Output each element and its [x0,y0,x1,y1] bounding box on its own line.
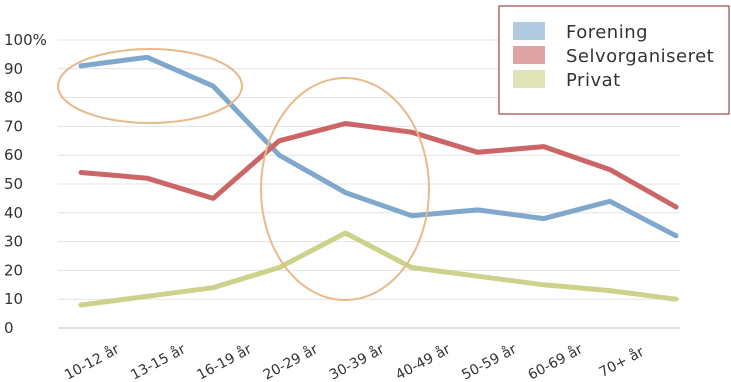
x-tick-label: 10-12 år [62,340,123,382]
x-axis-ticks: 10-12 år 13-15 år 16-19 år 20-29 år 30-39 år… [62,340,647,382]
y-tick-label: 10 [4,290,23,308]
x-tick-label: 20-29 år [260,340,321,382]
series-line-privat [78,230,679,308]
annotation-ellipses [57,48,430,301]
series-line-forening [78,54,679,239]
legend-swatch-selvorganiseret [513,46,545,64]
series-lines [78,54,679,308]
x-tick-label: 30-39 år [326,340,387,382]
y-axis-ticks: 0 10 20 30 40 50 60 70 80 90 100% [4,31,47,337]
annotation-ellipse-20-29 [260,77,430,301]
y-tick-label: 20 [4,261,23,279]
x-tick-label: 40-49 år [393,340,454,382]
y-tick-label: 40 [4,204,23,222]
y-tick-label: 70 [4,117,23,135]
legend-label-selvorganiseret: Selvorganiseret [566,46,714,67]
annotation-ellipse-youth [57,48,243,124]
series-line-selvorganiseret [78,121,679,210]
x-tick-label: 50-59 år [459,340,520,382]
legend-label-forening: Forening [566,22,648,43]
y-tick-label: 60 [4,146,23,164]
y-tick-label: 50 [4,175,23,193]
y-tick-label: 30 [4,233,23,251]
legend-swatch-forening [513,22,545,40]
legend: Forening Selvorganiseret Privat [498,5,730,115]
legend-label-privat: Privat [566,70,621,91]
y-tick-label: 0 [4,319,14,337]
x-tick-label: 13-15 år [128,340,189,382]
y-tick-label: 90 [4,60,23,78]
x-tick-label: 70+ år [596,343,647,381]
x-tick-label: 16-19 år [194,340,255,382]
y-tick-label: 100% [4,31,47,49]
y-tick-label: 80 [4,89,23,107]
legend-swatch-privat [513,70,545,88]
x-tick-label: 60-69 år [525,340,586,382]
